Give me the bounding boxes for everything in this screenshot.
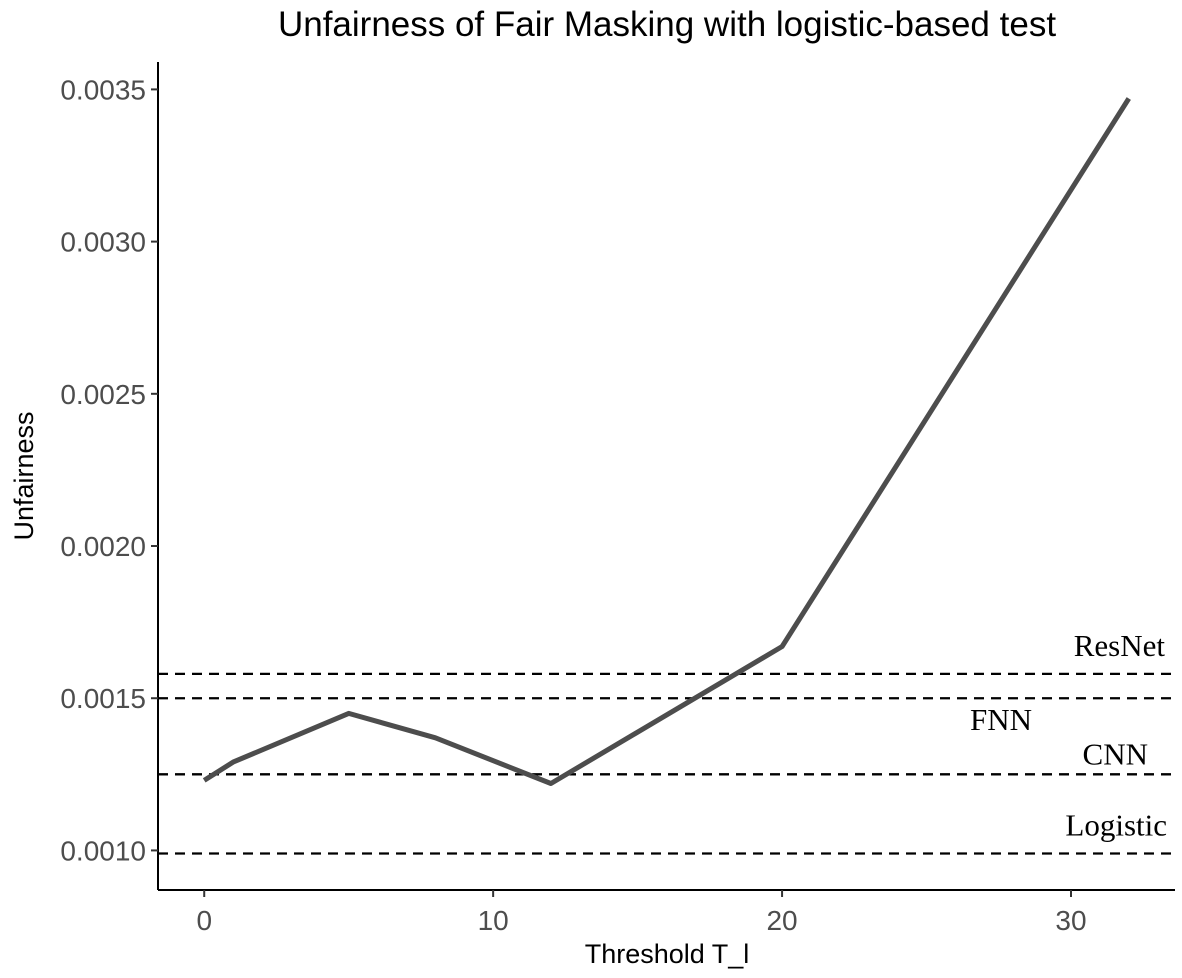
x-tick-label: 30: [1055, 905, 1086, 936]
x-axis-ticks: 0 10 20 30: [196, 890, 1087, 936]
y-tick-label: 0.0015: [60, 683, 146, 714]
reference-label-fnn: FNN: [970, 702, 1032, 737]
x-tick-label: 10: [478, 905, 509, 936]
series-line-0: [202, 97, 1131, 786]
x-tick-label: 0: [196, 905, 212, 936]
y-axis-title: Unfairness: [9, 411, 39, 540]
y-tick-label: 0.0025: [60, 379, 146, 410]
x-axis-title: Threshold T_l: [585, 939, 750, 969]
y-tick-label: 0.0035: [60, 74, 146, 105]
reference-label-logistic: Logistic: [1065, 807, 1167, 842]
reference-label-resnet: ResNet: [1074, 628, 1166, 663]
chart-title: Unfairness of Fair Masking with logistic…: [278, 5, 1056, 44]
reference-label-cnn: CNN: [1083, 736, 1148, 771]
y-tick-label: 0.0010: [60, 835, 146, 866]
series-layer: [202, 97, 1131, 786]
x-tick-label: 20: [766, 905, 797, 936]
reference-lines: ResNet FNN CNN Logistic: [158, 628, 1175, 855]
y-axis-ticks: 0.0010 0.0015 0.0020 0.0025 0.0030 0.0035: [60, 74, 158, 866]
y-tick-label: 0.0020: [60, 531, 146, 562]
y-tick-label: 0.0030: [60, 227, 146, 258]
